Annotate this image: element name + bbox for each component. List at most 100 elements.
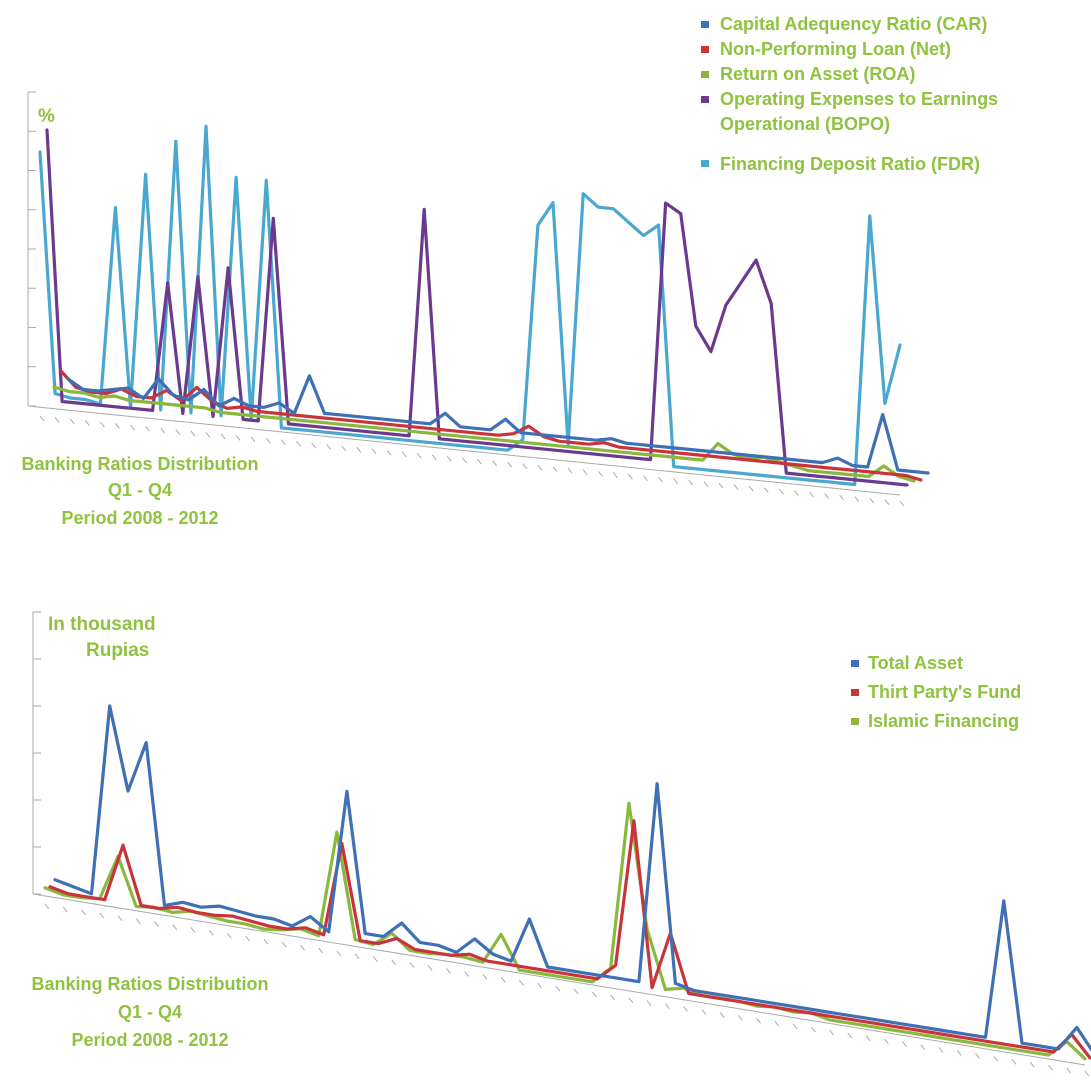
financials-caption-line2: Q1 - Q4 (118, 1002, 182, 1022)
financials-x-tick (792, 1023, 798, 1030)
ratios-x-tick (401, 451, 407, 458)
financials-x-tick (902, 1041, 907, 1048)
ratios-x-tick (748, 485, 754, 492)
ratios-caption-line1: Banking Ratios Distribution (21, 454, 258, 474)
financials-x-tick (373, 956, 378, 963)
financials-chart: In thousand Rupias Total Asset Thirt Par… (31, 611, 1091, 1077)
ratios-x-axis (27, 405, 901, 496)
financials-legend: Total Asset Thirt Party's Fund Islamic F… (851, 653, 1021, 731)
financials-x-tick (701, 1009, 707, 1015)
financials-x-tick (245, 935, 251, 942)
financials-unit-label-line2: Rupias (86, 640, 149, 661)
ratios-x-tick (658, 476, 663, 483)
financials-x-tick (1048, 1064, 1053, 1071)
financials-axes (32, 611, 1090, 1077)
ratios-x-tick (552, 466, 558, 473)
financials-x-tick (318, 947, 324, 954)
ratios-x-tick (160, 427, 166, 434)
financials-x-tick (81, 909, 86, 916)
financials-series-lines (43, 704, 1091, 1061)
ratios-caption-line3: Period 2008 - 2012 (61, 508, 218, 528)
financials-unit-label-line1: In thousand (48, 614, 156, 635)
ratios-x-tick (567, 467, 573, 474)
financials-x-tick (208, 930, 214, 936)
ratios-x-tick (326, 444, 332, 450)
ratios-x-tick (839, 494, 845, 501)
ratios-chart: % Capital Adequency Ratio (CAR) Non-Perf… (21, 14, 998, 528)
legend-swatch-car (701, 21, 709, 28)
legend-label-third-party-fund: Thirt Party's Fund (868, 682, 1021, 702)
financials-x-tick (263, 938, 269, 945)
financials-caption-line3: Period 2008 - 2012 (71, 1030, 228, 1050)
ratios-x-tick (205, 432, 211, 438)
ratios-x-tick (477, 458, 482, 465)
financials-x-tick (737, 1015, 743, 1021)
ratios-x-tick (175, 429, 181, 435)
ratios-x-tick (54, 417, 60, 423)
financials-x-tick (628, 997, 634, 1004)
ratios-x-tick (597, 470, 603, 477)
financials-x-tick (117, 915, 123, 922)
financials-x-tick (354, 953, 360, 960)
ratios-x-tick (69, 418, 75, 425)
financials-x-tick (44, 903, 50, 910)
ratios-x-tick (190, 430, 196, 437)
ratios-x-tick (688, 479, 694, 486)
financials-x-tick (683, 1006, 688, 1012)
ratios-series-line-capital-adequency-ratio-car (66, 374, 930, 475)
ratios-x-tick (281, 439, 286, 446)
ratios-x-tick (733, 484, 739, 490)
financials-x-tick (719, 1012, 725, 1018)
financials-x-tick (482, 974, 488, 980)
legend-label-total-asset: Total Asset (868, 653, 963, 673)
ratios-x-tick (296, 441, 301, 447)
financials-x-tick (1066, 1067, 1072, 1074)
legend-label-fdr: Financing Deposit Ratio (FDR) (720, 154, 980, 174)
ratios-x-tick (356, 447, 362, 453)
legend-label-bopo: Operating Expenses to Earnings (720, 89, 998, 109)
ratios-x-tick (537, 464, 543, 471)
financials-x-tick (1084, 1070, 1090, 1077)
financials-series-line-total-asset (53, 704, 1091, 1052)
ratios-x-tick (809, 491, 814, 498)
financials-x-axis (32, 893, 1086, 1066)
ratios-unit-label: % (38, 106, 55, 127)
financials-x-tick (281, 941, 287, 948)
financials-x-tick (135, 918, 141, 924)
ratios-x-tick (507, 461, 513, 468)
ratios-x-tick (386, 449, 392, 456)
financials-x-tick (190, 927, 196, 933)
legend-swatch-total-asset (851, 660, 859, 667)
ratios-x-tick (884, 499, 890, 505)
ratios-x-tick (869, 497, 875, 504)
financials-x-tick (610, 994, 616, 1001)
legend-label-roa: Return on Asset (ROA) (720, 64, 915, 84)
ratios-x-tick (99, 421, 105, 428)
financials-x-tick (883, 1038, 889, 1045)
ratios-x-tick (371, 448, 377, 455)
ratios-x-tick (492, 460, 498, 467)
financials-x-tick (756, 1017, 761, 1024)
ratios-x-tick (793, 490, 799, 496)
financials-x-tick (993, 1056, 999, 1062)
financials-series-line-thirt-party-s-fund (48, 819, 1091, 1060)
ratios-series-line-operating-expenses-to-earnings-operational-bopo (45, 128, 909, 487)
ratios-x-tick (416, 452, 422, 459)
financials-x-tick (99, 912, 105, 919)
ratios-x-tick (582, 469, 588, 475)
financials-x-tick (172, 924, 178, 930)
ratios-x-tick (84, 420, 90, 426)
legend-label-bopo-cont: Operational (BOPO) (720, 114, 890, 134)
financials-x-tick (464, 971, 470, 977)
ratios-x-tick (763, 487, 769, 493)
ratios-x-tick (673, 478, 679, 484)
ratios-series-line-non-performing-loan-net (59, 369, 923, 482)
ratios-x-tick (778, 488, 784, 495)
ratios-x-tick (130, 424, 135, 431)
financials-x-tick (975, 1053, 980, 1059)
financials-x-tick (938, 1047, 944, 1053)
legend-label-npl: Non-Performing Loan (Net) (720, 39, 951, 59)
ratios-x-tick (220, 433, 226, 440)
legend-swatch-npl (701, 46, 709, 53)
